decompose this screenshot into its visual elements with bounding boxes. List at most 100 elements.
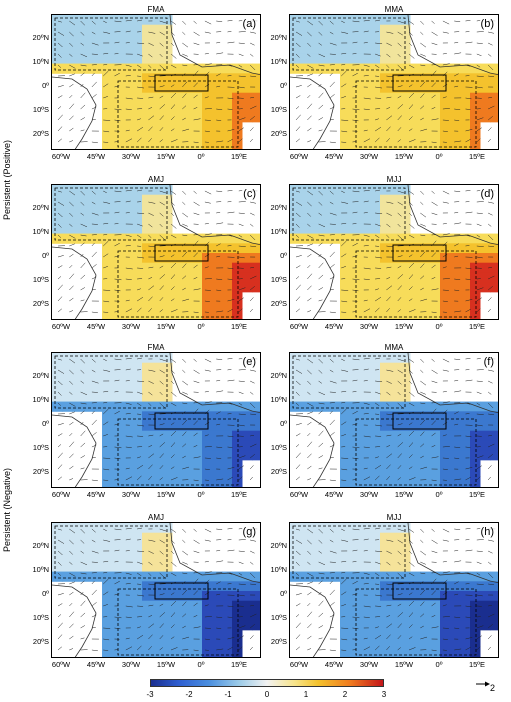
wind-vector xyxy=(341,63,346,66)
wind-vector xyxy=(91,264,97,269)
wind-vector xyxy=(408,477,416,481)
anomaly-cell xyxy=(182,272,193,283)
anomaly-cell xyxy=(480,102,491,113)
wind-vector xyxy=(69,402,76,407)
wind-vector xyxy=(341,190,345,194)
anomaly-cell xyxy=(340,421,351,432)
wind-vector xyxy=(420,589,426,596)
lon-tick-label: 15ºW xyxy=(394,660,414,669)
anomaly-cell xyxy=(192,112,203,123)
anomaly-cell xyxy=(390,600,401,611)
wind-vector xyxy=(307,581,313,585)
anomaly-cell xyxy=(310,185,321,196)
wind-vector xyxy=(238,380,245,382)
wind-vector xyxy=(69,581,75,585)
anomaly-cell xyxy=(490,243,498,254)
wind-vector xyxy=(442,616,450,618)
wind-vector xyxy=(170,31,175,36)
wind-vector xyxy=(57,284,63,291)
anomaly-cell xyxy=(480,411,491,422)
wind-vector xyxy=(307,31,312,37)
anomaly-cell xyxy=(172,629,183,641)
anomaly-cell xyxy=(440,629,451,641)
anomaly-cell xyxy=(242,243,253,254)
anomaly-cell xyxy=(390,131,401,142)
anomaly-cell xyxy=(310,63,321,74)
wind-vector xyxy=(193,252,198,258)
wind-vector xyxy=(137,256,145,259)
anomaly-cell xyxy=(490,610,498,621)
wind-vector xyxy=(114,528,122,531)
wind-vector xyxy=(329,539,334,543)
lat-tick-label: 10ºN xyxy=(270,57,288,66)
wind-vector xyxy=(91,602,97,607)
anomaly-cell xyxy=(92,391,103,403)
anomaly-cell xyxy=(340,44,351,55)
wind-vector xyxy=(318,129,323,132)
wind-vector xyxy=(193,456,201,459)
wind-vector xyxy=(250,604,255,607)
wind-vector xyxy=(363,357,370,360)
wind-vector xyxy=(352,242,358,247)
anomaly-cell xyxy=(112,353,123,364)
wind-vector xyxy=(476,391,482,395)
anomaly-cell xyxy=(450,649,461,657)
anomaly-cell xyxy=(102,131,113,142)
lat-tick-label: 20ºS xyxy=(270,637,287,646)
anomaly-cell xyxy=(390,92,401,103)
anomaly-cell xyxy=(142,112,153,123)
anomaly-cell xyxy=(350,440,361,451)
anomaly-cell xyxy=(212,121,223,133)
anomaly-cell xyxy=(232,73,243,84)
anomaly-cell xyxy=(490,440,498,451)
anomaly-cell xyxy=(112,185,123,196)
anomaly-cell xyxy=(212,421,223,432)
anomaly-cell xyxy=(122,121,133,133)
anomaly-cell xyxy=(450,411,461,422)
wind-vector xyxy=(182,42,189,48)
wind-vector xyxy=(386,53,391,58)
wind-vector xyxy=(204,201,211,204)
wind-vector xyxy=(295,85,302,88)
anomaly-cell xyxy=(350,581,361,592)
anomaly-cell xyxy=(480,421,491,432)
wind-vector xyxy=(249,286,255,291)
anomaly-cell xyxy=(182,610,193,621)
wind-vector xyxy=(454,379,459,382)
anomaly-cell xyxy=(410,233,421,244)
anomaly-cell xyxy=(370,121,381,133)
anomaly-cell xyxy=(450,571,461,582)
anomaly-cell xyxy=(350,141,361,149)
wind-vector xyxy=(363,97,371,100)
wind-vector xyxy=(159,64,165,70)
lat-tick-label: 10ºN xyxy=(32,395,50,404)
anomaly-cell xyxy=(450,272,461,283)
wind-vector xyxy=(397,528,405,532)
wind-vector xyxy=(204,266,209,269)
wind-vector xyxy=(352,20,360,23)
wind-vector xyxy=(431,590,436,596)
anomaly-cell xyxy=(222,73,233,84)
anomaly-cell xyxy=(212,469,223,480)
wind-vector xyxy=(137,19,143,22)
panel-title: AMJ xyxy=(148,513,164,522)
anomaly-cell xyxy=(360,233,371,244)
wind-vector xyxy=(307,190,314,196)
anomaly-cell xyxy=(102,571,113,582)
map-field xyxy=(52,15,260,149)
anomaly-cell xyxy=(460,83,471,94)
anomaly-cell xyxy=(300,391,311,403)
anomaly-cell xyxy=(420,73,431,84)
wind-vector xyxy=(408,201,413,206)
wind-vector xyxy=(57,20,62,23)
anomaly-cell xyxy=(290,194,301,205)
wind-vector xyxy=(488,413,495,416)
anomaly-cell xyxy=(182,649,193,657)
wind-vector xyxy=(114,616,122,619)
wind-vector xyxy=(375,212,383,215)
region-equatorial-box xyxy=(154,582,209,600)
anomaly-cell xyxy=(310,44,321,55)
anomaly-cell xyxy=(300,15,311,26)
anomaly-cell xyxy=(290,401,301,412)
anomaly-cell xyxy=(132,362,143,373)
